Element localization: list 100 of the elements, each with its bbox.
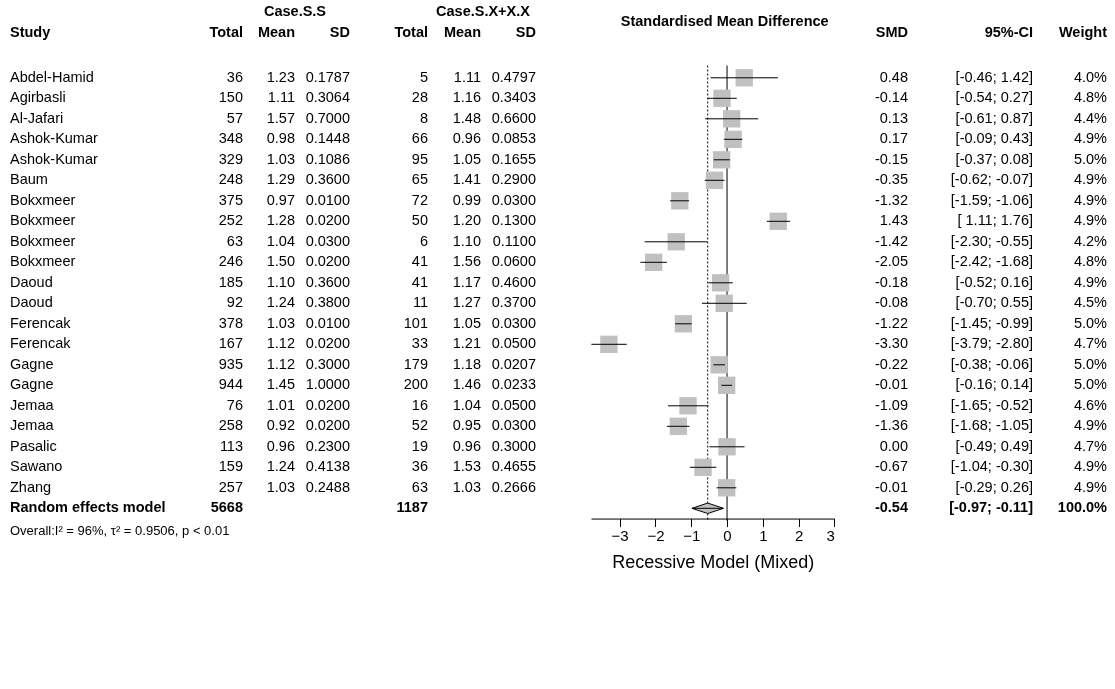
data-label: 0.2488 bbox=[305, 478, 350, 495]
text: Overall:I² = 96%, τ² = 0.9506, p < 0.01 bbox=[10, 522, 230, 538]
data-label: 5668 bbox=[210, 499, 243, 516]
category-label: Sawano bbox=[10, 458, 63, 475]
data-label: 1.57 bbox=[266, 109, 295, 126]
data-label: 159 bbox=[218, 458, 243, 475]
category-label: Bokxmeer bbox=[10, 191, 76, 208]
text: SMD bbox=[875, 23, 908, 40]
data-label: 1.04 bbox=[266, 232, 295, 249]
data-label: 76 bbox=[226, 396, 243, 413]
data-label: 0.1655 bbox=[491, 150, 536, 167]
data-label: 378 bbox=[218, 314, 243, 331]
data-label: 1.21 bbox=[452, 335, 481, 352]
data-label: -2.05 bbox=[874, 253, 908, 270]
data-label: -1.42 bbox=[874, 232, 908, 249]
data-label: 0.0500 bbox=[491, 396, 536, 413]
data-label: 1.04 bbox=[452, 396, 481, 413]
data-label: 150 bbox=[218, 89, 243, 106]
category-label: Jemaa bbox=[10, 417, 55, 434]
data-label: 65 bbox=[411, 171, 428, 188]
data-label: 1.05 bbox=[452, 314, 481, 331]
data-label: 1.23 bbox=[266, 68, 295, 85]
data-label: 101 bbox=[403, 314, 428, 331]
data-label: 0.1448 bbox=[305, 130, 350, 147]
data-label: 0.4138 bbox=[305, 458, 350, 475]
text: SD bbox=[329, 23, 350, 40]
data-label: 4.9% bbox=[1073, 458, 1108, 475]
data-label: 66 bbox=[411, 130, 428, 147]
data-label: 0.0600 bbox=[491, 253, 536, 270]
data-label: 0.7000 bbox=[305, 109, 350, 126]
data-label: 1.29 bbox=[266, 171, 295, 188]
data-label: 16 bbox=[411, 396, 428, 413]
data-label: [-0.62; -0.07] bbox=[950, 171, 1033, 188]
data-label: 348 bbox=[218, 130, 243, 147]
data-label: 4.9% bbox=[1073, 130, 1108, 147]
data-label: -0.54 bbox=[874, 499, 908, 516]
data-label: 1.53 bbox=[452, 458, 481, 475]
data-label: 0.99 bbox=[452, 191, 481, 208]
data-label: 36 bbox=[411, 458, 428, 475]
data-label: -0.01 bbox=[874, 376, 908, 393]
x-tick-label: 2 bbox=[794, 527, 804, 545]
data-label: -0.14 bbox=[874, 89, 908, 106]
data-label: 0.96 bbox=[452, 130, 481, 147]
data-label: 200 bbox=[403, 376, 428, 393]
data-label: 0.1300 bbox=[491, 212, 536, 229]
data-label: 0.0300 bbox=[491, 314, 536, 331]
category-label: Ferencak bbox=[10, 335, 72, 352]
data-label: 41 bbox=[411, 253, 428, 270]
data-label: [-1.59; -1.06] bbox=[950, 191, 1033, 208]
data-label: 0.17 bbox=[879, 130, 908, 147]
category-label: Pasalic bbox=[10, 437, 57, 454]
data-label: 0.3800 bbox=[305, 294, 350, 311]
data-label: 33 bbox=[411, 335, 428, 352]
data-label: 4.2% bbox=[1073, 232, 1108, 249]
chart-title: Standardised Mean Difference bbox=[620, 13, 829, 30]
data-label: 246 bbox=[218, 253, 243, 270]
category-label: Gagne bbox=[10, 355, 54, 372]
data-label: 0.3000 bbox=[305, 355, 350, 372]
data-label: -0.35 bbox=[874, 171, 908, 188]
data-label: 1.48 bbox=[452, 109, 481, 126]
text: Case.S.X+X.X bbox=[436, 3, 531, 20]
category-label: Baum bbox=[10, 171, 48, 188]
data-label: 5 bbox=[419, 68, 428, 85]
data-label: 95 bbox=[411, 150, 428, 167]
data-label: 50 bbox=[411, 212, 428, 229]
x-tick-label: −1 bbox=[683, 527, 701, 545]
data-label: 1.45 bbox=[266, 376, 295, 393]
data-label: 11 bbox=[412, 294, 428, 311]
data-label: 0.0500 bbox=[491, 335, 536, 352]
data-label: 0.0853 bbox=[491, 130, 536, 147]
data-label: 0.0300 bbox=[491, 191, 536, 208]
data-label: 4.6% bbox=[1073, 396, 1108, 413]
data-label: 52 bbox=[411, 417, 428, 434]
category-label: Agirbasli bbox=[10, 89, 66, 106]
data-label: 0.3700 bbox=[491, 294, 536, 311]
data-label: 0.0200 bbox=[305, 417, 350, 434]
data-label: [-0.38; -0.06] bbox=[950, 355, 1033, 372]
data-label: 4.9% bbox=[1073, 212, 1108, 229]
category-label: Gagne bbox=[10, 376, 54, 393]
data-label: 0.2666 bbox=[491, 478, 536, 495]
category-label: Daoud bbox=[10, 273, 53, 290]
category-label: Ashok-Kumar bbox=[10, 130, 99, 147]
data-label: [-2.42; -1.68] bbox=[950, 253, 1033, 270]
text: Case.S.S bbox=[263, 3, 327, 20]
data-label: 0.4797 bbox=[491, 68, 536, 85]
category-label: Ashok-Kumar bbox=[10, 150, 99, 167]
text: Total bbox=[394, 23, 428, 40]
data-label: 0.0233 bbox=[491, 376, 536, 393]
data-label: [-1.65; -0.52] bbox=[950, 396, 1033, 413]
data-label: 41 bbox=[411, 273, 428, 290]
data-label: [-0.37; 0.08] bbox=[955, 150, 1033, 167]
data-label: 1.28 bbox=[266, 212, 295, 229]
data-label: [-0.52; 0.16] bbox=[955, 273, 1033, 290]
category-label: Random effects model bbox=[10, 499, 166, 516]
data-label: [-0.49; 0.49] bbox=[955, 437, 1033, 454]
data-label: 167 bbox=[218, 335, 243, 352]
data-label: 1.12 bbox=[266, 335, 295, 352]
data-label: 0.3064 bbox=[305, 89, 350, 106]
data-label: 72 bbox=[411, 191, 428, 208]
data-label: [-0.29; 0.26] bbox=[955, 478, 1033, 495]
